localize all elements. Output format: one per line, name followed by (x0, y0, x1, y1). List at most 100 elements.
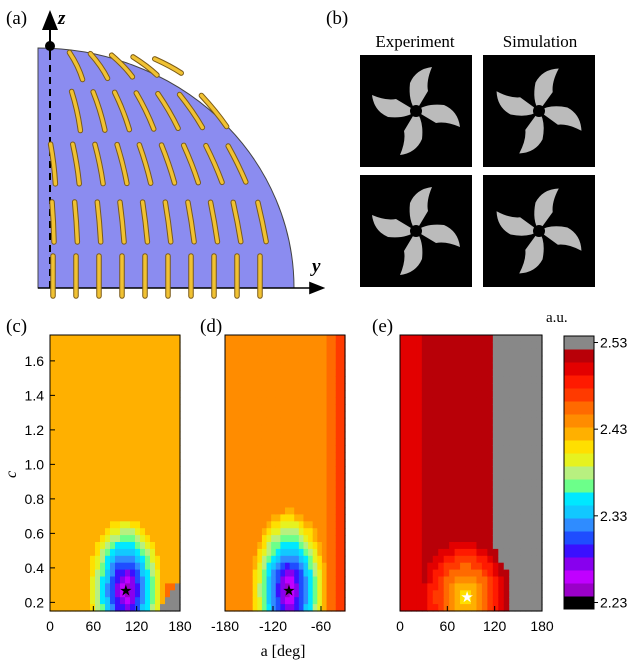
contour-cell (165, 569, 171, 578)
contour-cell (340, 445, 346, 453)
contour-cell (298, 404, 305, 412)
contour-cell (271, 341, 277, 350)
contour-cell (100, 569, 106, 578)
contour-cell (252, 376, 258, 384)
contour-cell (75, 438, 81, 446)
contour-cell (454, 466, 461, 474)
contour-cell (465, 604, 472, 612)
contour-cell (427, 335, 434, 343)
contour-cell (65, 473, 71, 481)
contour-cell (520, 369, 527, 377)
contour-cell (410, 528, 417, 536)
contour-cell (449, 500, 456, 509)
contour-cell (443, 431, 450, 440)
contour-cell (298, 459, 305, 467)
contour-cell (234, 486, 240, 495)
contour-cell (229, 417, 235, 426)
contour-cell (438, 390, 445, 398)
contour-cell (514, 576, 521, 584)
contour-cell (321, 604, 328, 612)
contour-cell (248, 376, 254, 384)
contour-cell (130, 514, 136, 522)
contour-cell (476, 459, 483, 467)
contour-cell (317, 335, 323, 343)
contour-cell (80, 438, 86, 446)
contour-cell (303, 431, 309, 440)
contour-cell (110, 535, 116, 543)
contour-cell (312, 445, 318, 453)
contour-cell (416, 362, 423, 371)
contour-cell (257, 404, 263, 412)
contour-cell (289, 521, 295, 529)
contour-cell (257, 348, 263, 357)
contour-cell (225, 459, 231, 467)
contour-cell (135, 390, 141, 398)
contour-cell (438, 369, 445, 377)
contour-cell (70, 562, 76, 571)
contour-cell (234, 341, 240, 350)
contour-cell (150, 473, 156, 481)
contour-cell (229, 576, 235, 584)
contour-cell (155, 397, 161, 405)
contour-cell (125, 528, 131, 536)
contour-cell (471, 417, 478, 426)
contour-cell (60, 604, 66, 612)
contour-cell (125, 348, 131, 357)
contour-cell (476, 528, 483, 536)
contour-cell (498, 569, 505, 578)
contour-cell (257, 445, 263, 453)
contour-cell (175, 569, 181, 578)
contour-cell (170, 335, 176, 343)
contour-cell (75, 583, 81, 591)
contour-cell (326, 362, 332, 371)
contour-cell (252, 369, 258, 377)
contour-cell (261, 576, 268, 584)
contour-cell (145, 576, 151, 584)
contour-cell (432, 500, 439, 509)
contour-cell (243, 555, 249, 564)
contour-cell (317, 514, 323, 522)
contour-cell (509, 369, 516, 377)
contour-cell (60, 445, 66, 453)
contour-cell (150, 424, 156, 433)
contour-cell (170, 431, 176, 440)
contour-cell (465, 417, 472, 426)
x-tick-label: 0 (46, 618, 54, 634)
contour-cell (531, 410, 538, 419)
contour-cell (80, 397, 86, 405)
contour-cell (261, 500, 268, 509)
contour-cell (280, 466, 286, 474)
contour-cell (175, 486, 181, 495)
contour-cell (85, 535, 91, 543)
contour-cell (340, 390, 346, 398)
contour-cell (421, 597, 428, 605)
contour-cell (476, 390, 483, 398)
contour-cell (498, 424, 505, 433)
contour-cell (509, 383, 516, 391)
contour-cell (229, 431, 235, 440)
contour-cell (471, 341, 478, 350)
contour-cell (115, 493, 121, 502)
contour-cell (335, 507, 341, 515)
contour-cell (465, 369, 472, 377)
contour-cell (465, 590, 472, 598)
contour-cell (261, 535, 268, 543)
contour-cell (503, 459, 510, 467)
contour-cell (275, 590, 281, 598)
contour-cell (155, 535, 161, 543)
contour-cell (421, 542, 428, 550)
contour-cell (130, 410, 136, 419)
contour-cell (317, 390, 323, 398)
contour-cell (55, 410, 61, 419)
contour-cell (120, 604, 126, 612)
contour-cell (125, 576, 131, 584)
contour-cell (492, 486, 499, 495)
contour-cell (252, 397, 258, 405)
contour-cell (95, 590, 101, 598)
contour-cell (312, 397, 318, 405)
contour-cell (454, 369, 461, 377)
contour-cell (326, 424, 332, 433)
contour-cell (238, 473, 245, 481)
contour-cell (280, 521, 286, 529)
contour-cell (238, 590, 245, 598)
